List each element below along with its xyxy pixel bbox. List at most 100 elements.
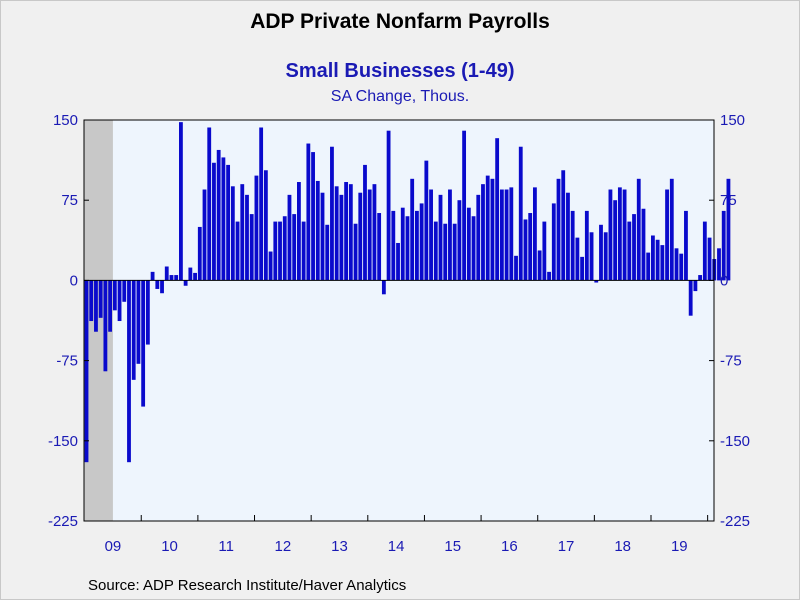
bar: [424, 160, 429, 281]
bar: [533, 187, 537, 281]
x-tick-label: 09: [105, 538, 122, 555]
bar-series: [84, 122, 731, 463]
bar: [358, 192, 363, 281]
bar: [145, 280, 150, 345]
bar: [268, 251, 273, 281]
bar: [240, 184, 245, 281]
bar: [344, 182, 349, 281]
bar: [566, 192, 570, 281]
bar: [561, 170, 566, 281]
bar: [523, 219, 528, 281]
y-tick-label-left: -225: [48, 513, 78, 530]
bar: [259, 127, 264, 281]
bar: [89, 280, 94, 322]
bar: [471, 216, 476, 281]
x-tick-label: 12: [274, 538, 291, 555]
bar: [679, 253, 684, 281]
plot-area: [84, 120, 714, 521]
bar: [292, 214, 297, 281]
bar: [702, 221, 707, 281]
bar: [84, 280, 89, 463]
bar: [367, 189, 372, 281]
bar: [306, 143, 311, 281]
bar: [117, 280, 122, 322]
bar: [263, 170, 268, 281]
bar: [278, 221, 282, 281]
x-tick-label: 19: [671, 538, 688, 555]
bar: [131, 280, 136, 380]
bar: [136, 280, 141, 364]
bar: [164, 266, 169, 281]
bar: [499, 189, 504, 281]
chart-units: SA Change, Thous.: [330, 88, 470, 105]
bar: [287, 194, 292, 281]
bar: [179, 122, 183, 281]
chart-subtitle: Small Businesses (1-49): [285, 60, 515, 82]
bar: [584, 210, 589, 281]
bar: [655, 239, 660, 281]
bar: [372, 184, 377, 281]
bar: [273, 221, 278, 281]
y-tick-label-right: -150: [720, 433, 750, 450]
bar: [481, 184, 485, 281]
bar: [542, 221, 547, 281]
x-tick-label: 13: [331, 538, 348, 555]
bar: [216, 149, 221, 281]
bar: [301, 221, 306, 281]
bar: [452, 223, 457, 281]
y-tick-label-right: 150: [720, 112, 745, 129]
bar: [193, 272, 197, 281]
bar: [613, 200, 618, 281]
chart-title: ADP Private Nonfarm Payrolls: [250, 10, 550, 33]
bar: [698, 275, 703, 281]
y-axis: 150 150 75 75 0 0 -75 -75 -150 -150 -225 -225: [48, 112, 750, 530]
bar: [410, 178, 415, 281]
bar: [363, 164, 367, 281]
bar: [311, 152, 315, 281]
bar: [330, 146, 334, 281]
bar: [438, 194, 443, 281]
bar: [429, 189, 433, 281]
bar: [476, 194, 481, 281]
bar: [419, 203, 424, 281]
x-axis: 09 10 11 12 13 14 15 16 17 18 19: [105, 515, 709, 555]
bar: [339, 194, 344, 281]
bar: [386, 130, 391, 281]
bar: [462, 130, 467, 281]
bar: [509, 187, 514, 281]
bar: [717, 248, 721, 281]
bar: [112, 280, 117, 311]
bar: [688, 280, 693, 316]
bar: [669, 178, 674, 281]
bar: [207, 127, 212, 281]
bar: [377, 213, 382, 281]
bar: [254, 175, 259, 281]
y-tick-label-left: 75: [61, 192, 78, 209]
bar: [608, 189, 613, 281]
bar: [622, 189, 627, 281]
bar: [320, 192, 325, 281]
bar: [433, 221, 438, 281]
x-tick-label: 11: [218, 538, 234, 555]
bar: [599, 224, 603, 281]
bar: [230, 186, 235, 281]
bar: [160, 280, 164, 294]
bar: [504, 189, 509, 281]
bar: [391, 210, 396, 281]
x-tick-label: 10: [161, 538, 178, 555]
bar: [174, 275, 179, 281]
bar: [495, 138, 500, 281]
bar: [641, 208, 646, 281]
x-tick-label: 15: [444, 538, 461, 555]
bar: [514, 255, 518, 281]
bar: [226, 164, 231, 281]
y-tick-label-left: -150: [48, 433, 78, 450]
bar: [315, 180, 320, 281]
bar: [150, 271, 155, 281]
bar: [518, 146, 523, 281]
bar: [443, 223, 448, 281]
bar: [490, 178, 495, 281]
bar: [603, 232, 608, 281]
bar: [537, 250, 542, 281]
